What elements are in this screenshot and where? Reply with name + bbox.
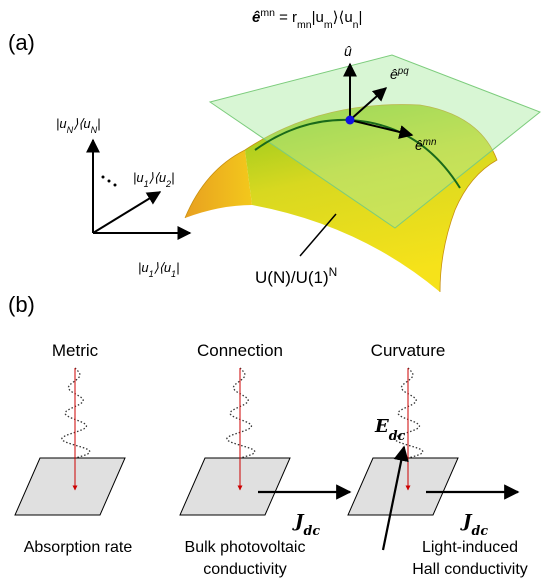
caption: Bulk photovoltaic [185,539,306,556]
column-title: Connection [197,341,283,360]
text-part: U(N)/U(1) [255,268,329,287]
panel-label: (b) [8,292,35,317]
caption: Absorption rate [24,539,133,556]
axis-label: |uN⟩⟨uN| [56,116,101,135]
figure: (a) êmn = rmn|um⟩⟨un| |uN⟩⟨uN| |u1⟩⟨u2| … [0,0,558,583]
text-part: E [374,416,389,437]
axis-label: |u1⟩⟨u1| [138,260,180,279]
point [346,116,355,125]
text-part: dc [472,523,489,538]
text-part: ⟩⟨u [73,116,90,131]
light-wave [227,368,255,458]
text-part: |u [133,170,144,185]
text-part: dc [389,428,406,443]
axis-label: |u1⟩⟨u2| [133,170,175,189]
manifold-label: U(N)/U(1)N [255,265,337,287]
basis-axes [93,140,190,233]
text-part: | [171,170,174,185]
text-part: = r [275,9,297,26]
text-part: | [176,260,179,275]
text-part: mn [423,137,437,148]
text-part: ⟩⟨u [154,260,171,275]
text-part: |u [138,260,149,275]
column-title: Curvature [371,341,446,360]
text-part: N [329,265,338,279]
caption: conductivity [203,561,287,578]
current-label: Jdc [460,511,488,538]
text-part: ê [415,137,423,153]
sample-plate [15,458,125,515]
text-part: ê [390,66,398,82]
text-part: mn [260,7,275,19]
text-part: | [359,9,363,26]
ellipsis-dots [102,176,117,187]
text-part: |u [56,116,67,131]
field-label: Edc [374,416,406,443]
text-part: ⟩⟨u [333,9,353,26]
column-title: Metric [52,341,99,360]
text-part: pq [397,66,409,77]
text-part: | [97,116,100,131]
text-part: ⟩⟨u [149,170,166,185]
text-part: mn [297,19,312,31]
current-label: Jdc [292,511,320,538]
caption: Hall conductivity [412,561,528,578]
text-part: û [344,43,352,59]
vector-label: û [344,43,352,59]
formula: êmn = rmn|um⟩⟨un| [252,7,362,31]
sample-plate [348,458,458,515]
text-part: m [324,19,333,31]
panel-label: (a) [8,30,35,55]
light-wave [62,368,90,458]
text-part: |u [312,9,324,26]
light-wave [395,368,423,458]
text-part: ê [252,9,260,26]
sample-plate [180,458,290,515]
caption: Light-induced [422,539,518,556]
text-part: dc [304,523,321,538]
